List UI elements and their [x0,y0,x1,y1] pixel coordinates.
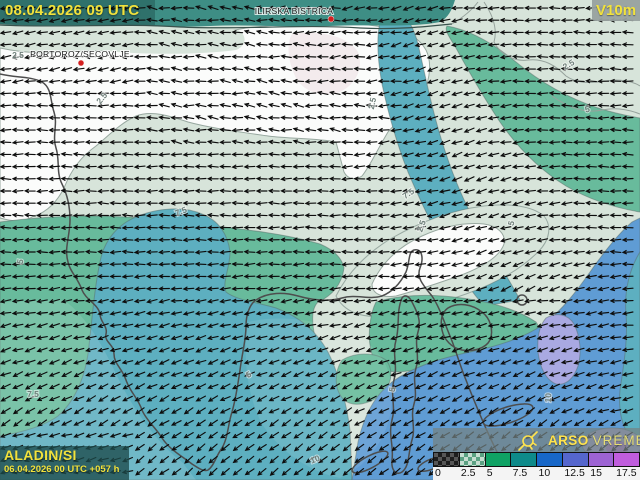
colorbar-swatch-0 [434,453,460,466]
contour-label: 7.5 [401,186,417,201]
colorbar-ticks: 0 2.5 5 7.5 10 12.5 15 17.5 [433,467,640,480]
datetime-text: 08.04.2026 09 UTC [5,2,140,19]
contour-label: 5 [387,386,398,393]
colorbar-swatch-5 [485,453,512,466]
contour-label: 2.5 [12,50,24,60]
contour-label: 10 [543,392,554,403]
contour-label: 2.5 [366,96,378,110]
contour-label: 5 [15,258,26,265]
region-violet-patch [537,314,581,385]
field-label-text: V10m [596,2,637,19]
region-pink-tint [288,32,360,95]
colorbar-tick: 17.5 [616,467,637,479]
colorbar-swatch-17.5 [614,453,639,466]
model-run-info: 06.04.2026 00 UTC +057 h [4,464,120,475]
colorbar-tick: 7.5 [512,467,528,479]
datetime-label: 08.04.2026 09 UTC [5,2,139,19]
alpine-ridge-line [0,23,453,30]
station-label: ILIRSKA BISTRICA [255,6,334,16]
station-dot [77,59,85,67]
branding-bar: ARSO VREME [433,428,640,453]
brand-arso: ARSO [548,433,589,448]
model-info-box: ALADIN/SI 06.04.2026 00 UTC +057 h [0,446,129,480]
colorbar-swatch-2.5 [459,453,486,466]
arso-logo-icon [518,430,538,451]
colorbar-swatch-12.5 [562,453,589,466]
brand-vreme: VREME [592,433,640,448]
wind-speed-colorbar: 0 2.5 5 7.5 10 12.5 15 17.5 [433,452,640,480]
region-ridge-white [371,223,505,297]
colorbar-tick: 0 [435,467,441,479]
contour-label: 5 [506,219,517,226]
region-teal-fringe [619,251,640,445]
coastline-small-island [482,403,534,427]
colorbar-swatch-10 [537,453,563,466]
colorbar-tick: 10 [538,467,551,479]
field-label-box: V10m [592,0,640,21]
colorbar-swatches [433,452,640,467]
coastline-small-island [351,450,389,474]
contour-label: 5 [584,104,591,115]
station-markers: PORTOROZ/SECOVLJE ILIRSKA BISTRICA [29,5,335,67]
station-label: PORTOROZ/SECOVLJE [30,49,130,59]
region-green-northeast [445,25,640,213]
contour-label: 5 [244,369,253,380]
wind-arrow-field [0,5,634,477]
colorbar-tick: 2.5 [460,467,476,479]
colorbar-swatch-7.5 [511,453,537,466]
border-line [483,1,640,87]
colorbar-tick: 12.5 [564,467,585,479]
model-name: ALADIN/SI [4,447,77,463]
colorbar-swatch-15 [588,453,615,466]
colorbar-tick: 5 [486,467,493,479]
wind-arrows [0,5,634,477]
colorbar-tick: 15 [590,467,602,479]
station-dot [327,15,335,23]
contour-label: 7.5 [27,389,39,399]
